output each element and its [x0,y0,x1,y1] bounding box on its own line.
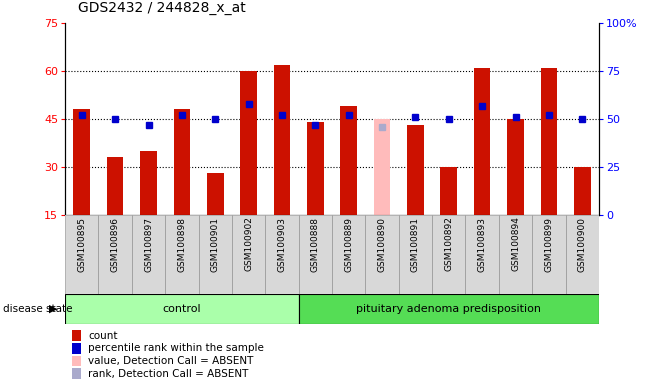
Text: GSM100892: GSM100892 [444,217,453,271]
Bar [407,126,424,215]
Bar [374,119,391,215]
Bar [65,215,98,294]
Text: GSM100901: GSM100901 [211,217,220,271]
Bar [132,215,165,294]
Bar [574,167,590,215]
Bar [299,294,599,324]
Text: rank, Detection Call = ABSENT: rank, Detection Call = ABSENT [88,369,248,379]
Bar [207,174,223,215]
Text: percentile rank within the sample: percentile rank within the sample [88,343,264,353]
Bar [533,215,566,294]
Bar [540,68,557,215]
Text: count: count [88,331,117,341]
Bar [174,109,190,215]
Bar [332,215,365,294]
Text: value, Detection Call = ABSENT: value, Detection Call = ABSENT [88,356,253,366]
Text: GSM100898: GSM100898 [177,217,186,271]
Bar [140,151,157,215]
Bar [65,294,299,324]
Text: GSM100897: GSM100897 [144,217,153,271]
Bar [98,215,132,294]
Bar [399,215,432,294]
Bar [307,122,324,215]
Text: GSM100902: GSM100902 [244,217,253,271]
Text: GSM100896: GSM100896 [111,217,120,271]
Bar [240,71,257,215]
Text: GDS2432 / 244828_x_at: GDS2432 / 244828_x_at [78,2,246,15]
Bar [199,215,232,294]
Text: GSM100888: GSM100888 [311,217,320,271]
Bar [507,119,524,215]
Text: GSM100895: GSM100895 [77,217,87,271]
Bar [266,215,299,294]
Bar [474,68,490,215]
Bar [340,106,357,215]
Bar [232,215,266,294]
Bar [432,215,465,294]
Bar [107,157,124,215]
Bar [441,167,457,215]
Bar [465,215,499,294]
Text: GSM100891: GSM100891 [411,217,420,271]
Text: GSM100903: GSM100903 [277,217,286,271]
Text: GSM100889: GSM100889 [344,217,353,271]
Text: control: control [163,304,201,314]
Text: disease state: disease state [3,304,73,314]
Bar [165,215,199,294]
Bar [74,109,90,215]
Bar [566,215,599,294]
Text: pituitary adenoma predisposition: pituitary adenoma predisposition [356,304,541,314]
Bar [499,215,533,294]
Text: GSM100890: GSM100890 [378,217,387,271]
Text: ▶: ▶ [49,304,57,314]
Text: GSM100899: GSM100899 [544,217,553,271]
Text: GSM100900: GSM100900 [577,217,587,271]
Bar [365,215,398,294]
Text: GSM100894: GSM100894 [511,217,520,271]
Text: GSM100893: GSM100893 [478,217,487,271]
Bar [299,215,332,294]
Bar [273,65,290,215]
